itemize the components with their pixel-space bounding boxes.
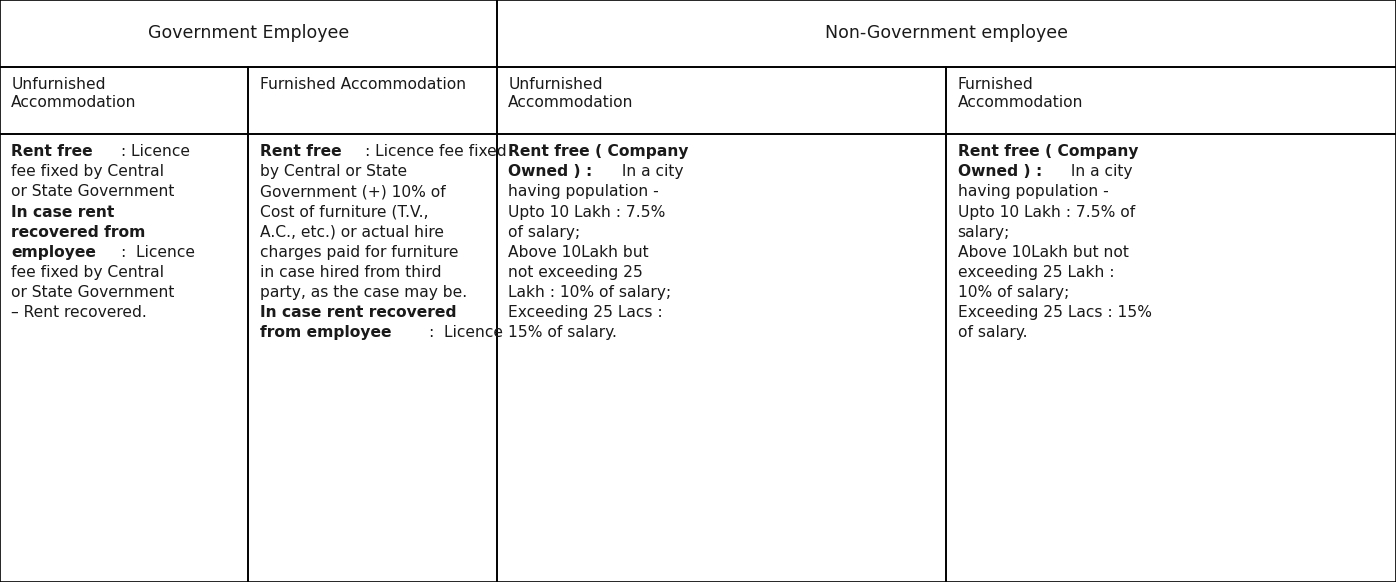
Text: party, as the case may be.: party, as the case may be. [260,285,466,300]
Text: Rent free ( Company: Rent free ( Company [508,144,688,159]
Text: of salary;: of salary; [508,225,581,240]
Text: Exceeding 25 Lacs :: Exceeding 25 Lacs : [508,305,663,320]
Text: Furnished
Accommodation: Furnished Accommodation [958,77,1083,110]
Bar [0,134,248,582]
Text: or State Government: or State Government [11,184,174,200]
Text: Upto 10 Lakh : 7.5%: Upto 10 Lakh : 7.5% [508,204,666,219]
Text: not exceeding 25: not exceeding 25 [508,265,644,280]
Text: employee: employee [11,244,96,260]
Text: A.C., etc.) or actual hire: A.C., etc.) or actual hire [260,225,444,240]
Text: Rent free: Rent free [11,144,92,159]
Text: or State Government: or State Government [11,285,174,300]
Text: – Rent recovered.: – Rent recovered. [11,305,147,320]
Text: having population -: having population - [958,184,1108,200]
Text: Rent free: Rent free [260,144,341,159]
Text: from employee: from employee [260,325,391,340]
Text: : Licence fee fixed: : Licence fee fixed [364,144,507,159]
Text: charges paid for furniture: charges paid for furniture [260,244,458,260]
Text: fee fixed by Central: fee fixed by Central [11,265,165,280]
Text: Furnished Accommodation: Furnished Accommodation [260,77,466,93]
Bar [0,67,248,134]
Text: Unfurnished
Accommodation: Unfurnished Accommodation [508,77,634,110]
Text: having population -: having population - [508,184,659,200]
Bar [497,0,1396,67]
Text: In a city: In a city [1067,164,1134,179]
Text: Above 10Lakh but: Above 10Lakh but [508,244,649,260]
Text: Upto 10 Lakh : 7.5% of: Upto 10 Lakh : 7.5% of [958,204,1135,219]
Text: salary;: salary; [958,225,1009,240]
Text: of salary.: of salary. [958,325,1027,340]
Text: by Central or State: by Central or State [260,164,406,179]
Text: Rent free ( Company: Rent free ( Company [958,144,1138,159]
Bar [497,134,946,582]
Text: : Licence: : Licence [116,144,190,159]
Text: :  Licence: : Licence [430,325,504,340]
Text: Above 10Lakh but not: Above 10Lakh but not [958,244,1128,260]
Text: Government (+) 10% of: Government (+) 10% of [260,184,445,200]
Text: Exceeding 25 Lacs : 15%: Exceeding 25 Lacs : 15% [958,305,1152,320]
Bar [248,67,497,134]
Text: fee fixed by Central: fee fixed by Central [11,164,165,179]
Bar [497,67,946,134]
Text: recovered from: recovered from [11,225,145,240]
Text: In case rent recovered: In case rent recovered [260,305,456,320]
Text: Cost of furniture (T.V.,: Cost of furniture (T.V., [260,204,429,219]
Text: exceeding 25 Lakh :: exceeding 25 Lakh : [958,265,1114,280]
Text: :  Licence: : Licence [120,244,194,260]
Text: In case rent: In case rent [11,204,114,219]
Text: Non-Government employee: Non-Government employee [825,24,1068,42]
Text: Lakh : 10% of salary;: Lakh : 10% of salary; [508,285,671,300]
Text: in case hired from third: in case hired from third [260,265,441,280]
Text: In a city: In a city [617,164,684,179]
Text: Owned ) :: Owned ) : [508,164,592,179]
Bar [946,67,1396,134]
Text: 10% of salary;: 10% of salary; [958,285,1069,300]
Text: Government Employee: Government Employee [148,24,349,42]
Text: Owned ) :: Owned ) : [958,164,1041,179]
Text: Unfurnished
Accommodation: Unfurnished Accommodation [11,77,137,110]
Bar [946,134,1396,582]
Text: 15% of salary.: 15% of salary. [508,325,617,340]
Bar [0,0,497,67]
Bar [248,134,497,582]
